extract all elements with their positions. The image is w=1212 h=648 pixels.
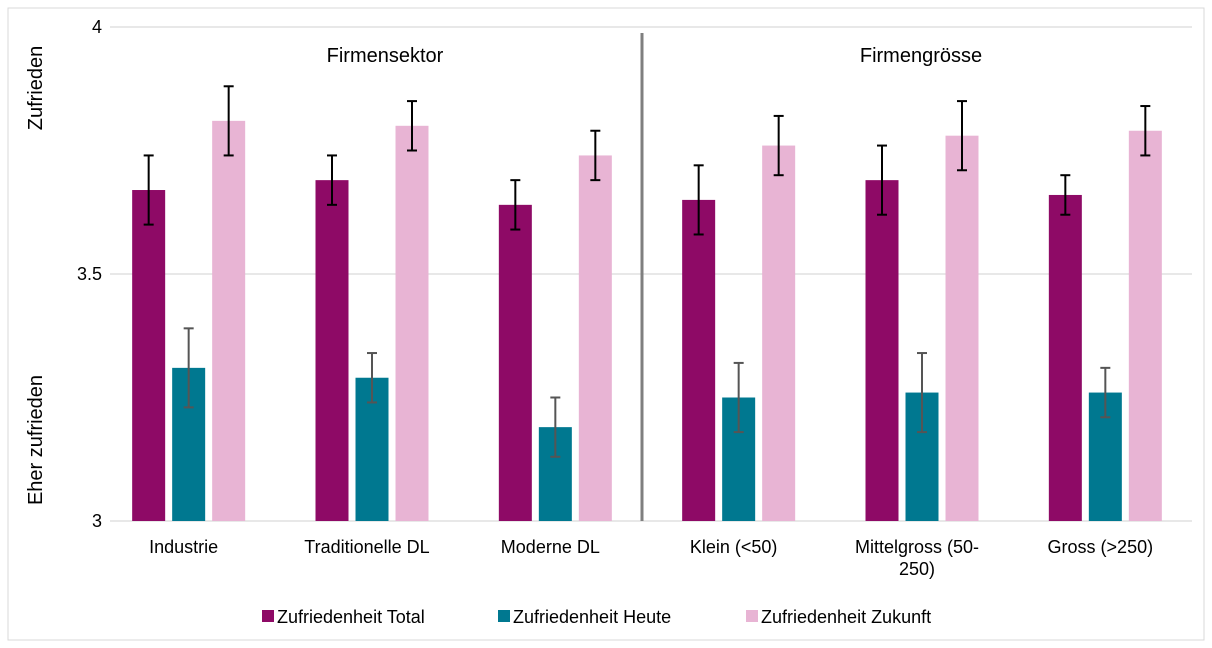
bar [945,135,979,521]
x-tick-label: Industrie [149,537,219,557]
y-tick-label: 3.5 [77,264,102,284]
bar [578,155,612,521]
y-label-high: Zufrieden [25,46,47,131]
error-bar [223,85,234,157]
error-bar [917,352,927,434]
bar [498,204,532,521]
error-bar [407,100,417,152]
legend-label: Zufriedenheit Heute [513,607,671,627]
x-tick-label: Klein (<50) [689,537,778,557]
group-label: Firmengrösse [860,45,982,67]
legend-swatch [498,610,510,622]
bar [315,180,349,521]
bar [865,180,899,521]
legend-label: Zufriedenheit Zukunft [761,607,931,627]
legend-swatch [746,610,758,622]
bar [762,145,796,521]
bar [395,125,429,522]
error-bar [590,129,601,182]
error-bar [877,144,887,216]
legend-label: Zufriedenheit Total [277,607,425,627]
error-bar [733,361,744,434]
x-tick-label: Gross (>250) [1047,537,1154,557]
bar [1048,194,1082,521]
y-tick-label: 4 [92,17,102,37]
chart-border [7,7,1205,641]
y-tick-label: 3 [92,511,102,531]
x-tick-label: Moderne DL [500,537,600,557]
group-label: Firmensektor [327,45,444,67]
bar [1128,130,1162,522]
x-tick-label: Traditionelle DL [304,537,430,557]
bar [132,190,166,521]
bar [682,199,716,521]
error-bar [143,154,154,226]
y-label-low: Eher zufrieden [25,375,47,505]
error-bar [550,396,561,458]
error-bar [957,100,967,172]
error-bar [1140,105,1151,157]
error-bar [773,114,784,177]
error-bar [1060,174,1071,216]
error-bar [510,179,521,231]
error-bar [693,164,704,236]
x-tick-label: Mittelgross (50-250) [854,537,980,579]
legend-swatch [262,610,274,622]
error-bar [327,154,337,206]
error-bar [183,327,194,409]
bar [212,120,246,522]
error-bar [1100,366,1111,419]
error-bar [367,352,377,404]
